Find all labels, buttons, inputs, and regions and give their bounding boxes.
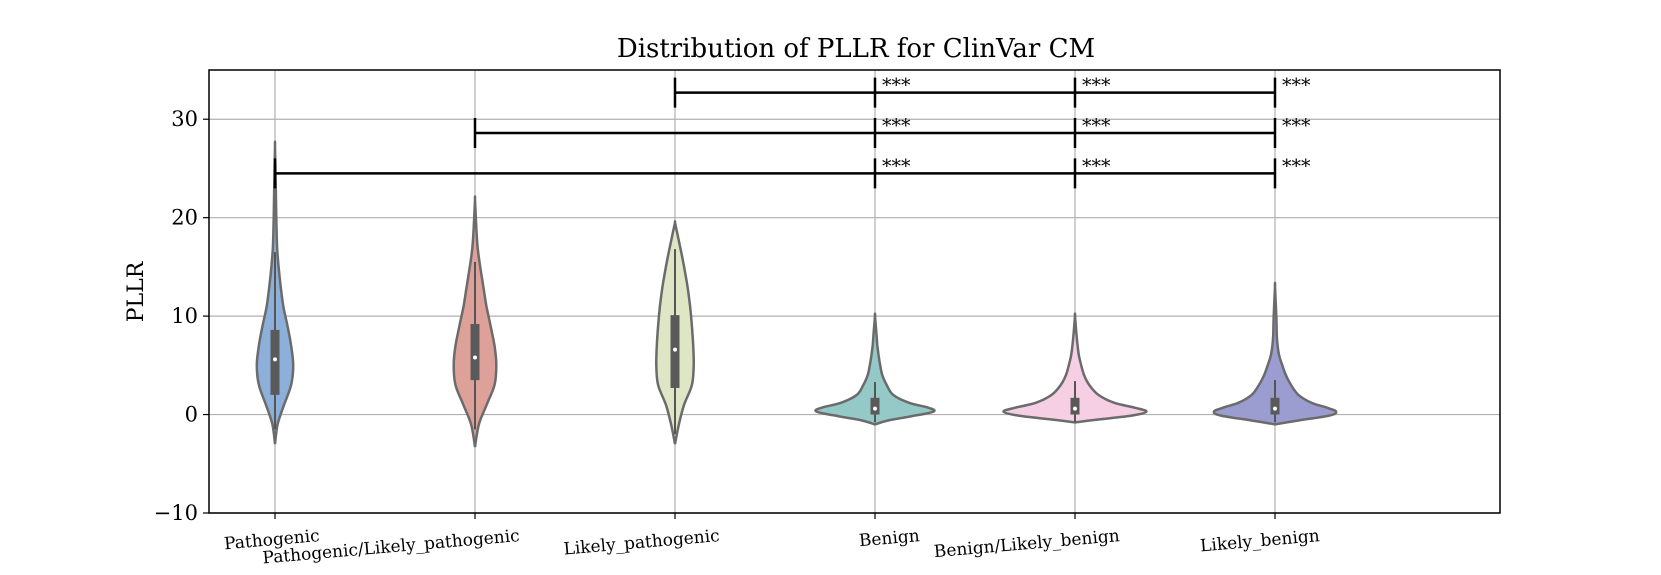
violin-iqr-box <box>1270 397 1280 415</box>
x-tick-label: Benign/Likely_benign <box>933 526 1120 562</box>
significance-label: *** <box>1082 75 1111 97</box>
violin-iqr-box <box>270 329 280 395</box>
y-tick-label: 30 <box>171 107 198 131</box>
significance-brackets: *** *** *** *** *** *** *** *** *** <box>273 75 1311 189</box>
violin-body <box>1212 281 1338 426</box>
violin-median-point <box>473 355 477 360</box>
violin-iqr-box <box>1070 397 1080 415</box>
violin-body <box>814 312 936 426</box>
significance-label: *** <box>1082 155 1111 177</box>
y-tick-label: 0 <box>185 403 198 427</box>
y-tick-label: 10 <box>171 304 198 328</box>
violin-median-point <box>273 357 277 362</box>
violin-median-point <box>1073 406 1077 411</box>
significance-label: *** <box>1082 115 1111 137</box>
violin-median-point <box>1273 406 1277 411</box>
significance-label: *** <box>1282 115 1311 137</box>
violin-iqr-box <box>870 397 880 415</box>
violin-median-point <box>873 406 877 411</box>
significance-label: *** <box>882 75 911 97</box>
violin-body <box>1002 312 1148 424</box>
x-tick-label: Benign <box>858 526 920 551</box>
y-axis-label: PLLR <box>124 260 149 322</box>
significance-label: *** <box>1282 75 1311 97</box>
y-tick-label: −10 <box>154 501 198 525</box>
violin-median-point <box>673 347 677 352</box>
significance-label: *** <box>1282 155 1311 177</box>
y-axis-ticks: −10 0 10 20 30 <box>154 107 209 525</box>
x-tick-label: Likely_pathogenic <box>563 526 721 560</box>
chart-title: Distribution of PLLR for ClinVar CM <box>617 34 1095 64</box>
violins <box>255 140 1338 448</box>
y-tick-label: 20 <box>171 206 198 230</box>
violin-iqr-box <box>470 323 480 381</box>
significance-label: *** <box>882 115 911 137</box>
significance-label: *** <box>882 155 911 177</box>
plot-frame <box>208 69 1501 514</box>
x-tick-label: Likely_benign <box>1199 526 1320 556</box>
